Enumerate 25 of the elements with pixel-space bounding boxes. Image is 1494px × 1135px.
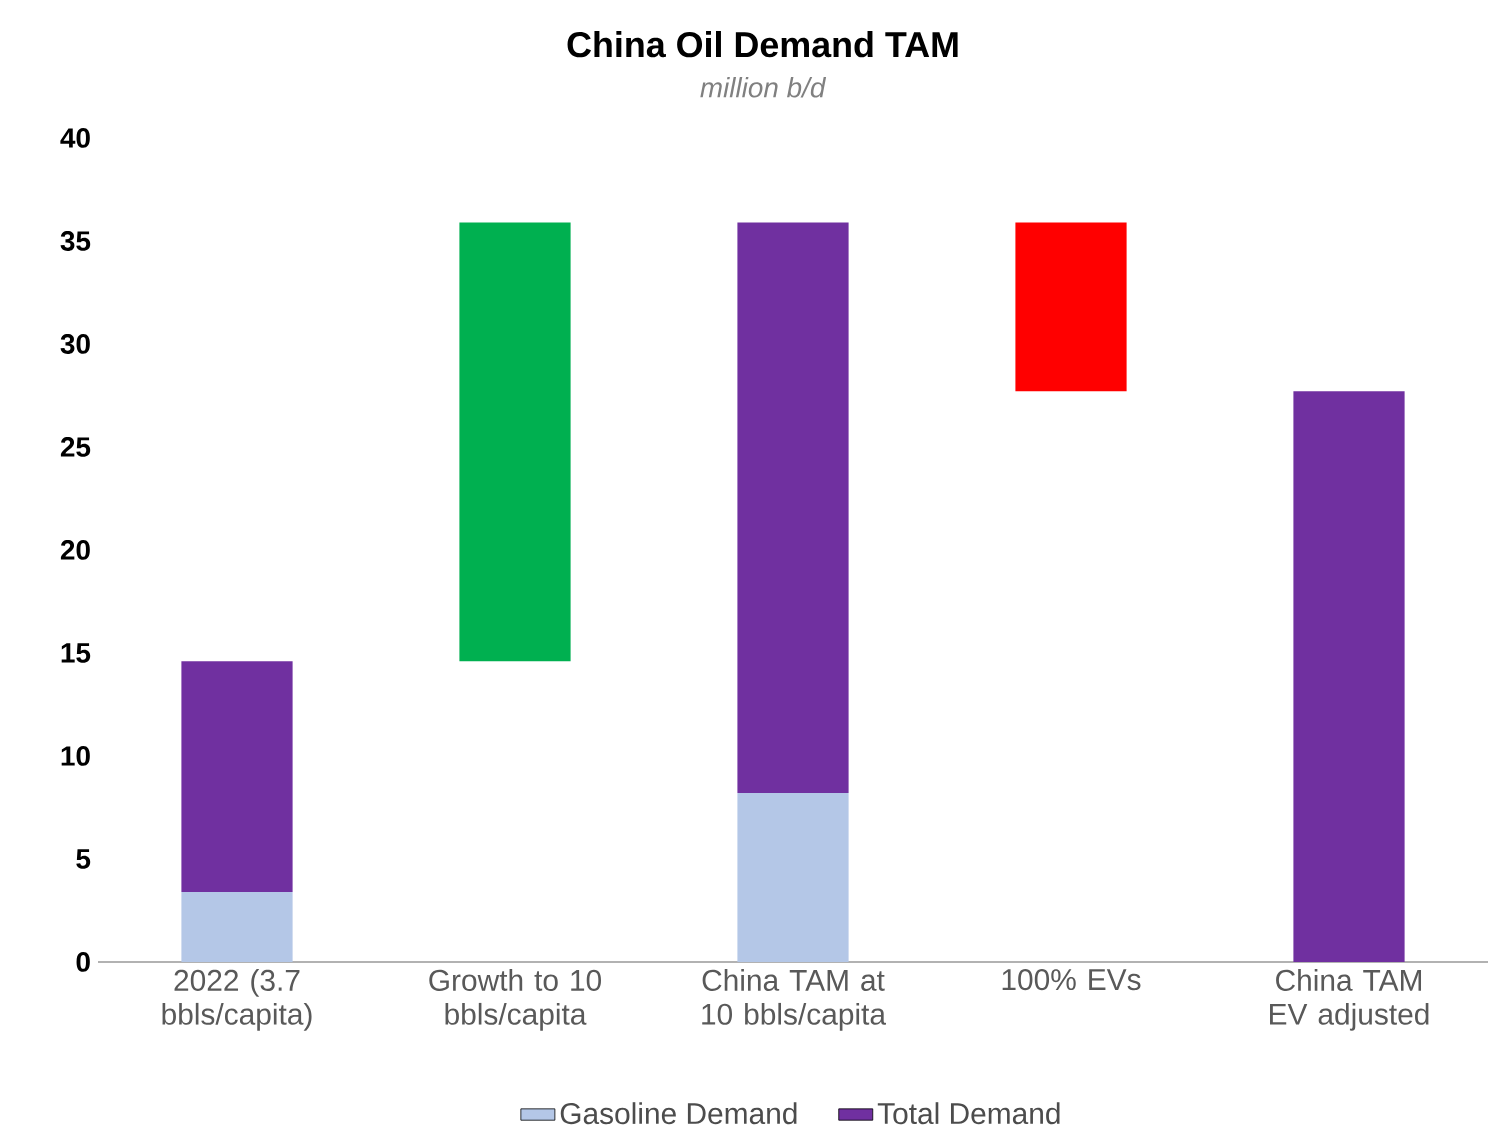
bar — [181, 661, 293, 893]
bar — [181, 892, 293, 963]
chart-subtitle: million b/d — [700, 77, 827, 98]
x-tick-label: 100% EVs — [1002, 969, 1141, 991]
chart-title: China Oil Demand TAM — [567, 31, 958, 58]
y-tick-label: 40 — [60, 128, 90, 148]
y-tick-label: 25 — [60, 437, 91, 457]
bar — [737, 222, 849, 794]
y-tick-label: 15 — [61, 643, 91, 663]
x-tick-label: China TAM EV adjusted — [1270, 969, 1429, 1031]
x-tick-label: Growth to 10 bbls/capita — [429, 969, 602, 1031]
y-tick-label: 10 — [61, 746, 90, 766]
x-tick-label: China TAM at 10 bbls/capita — [702, 969, 887, 1031]
legend-label: Total Demand — [877, 1102, 1060, 1125]
y-tick-label: 35 — [60, 231, 91, 251]
bar — [1015, 222, 1127, 392]
y-tick-label: 30 — [60, 334, 90, 354]
bar — [737, 793, 849, 963]
y-tick-label: 5 — [76, 849, 91, 869]
y-tick-label: 20 — [60, 540, 90, 560]
legend-label: Gasoline Demand — [560, 1102, 797, 1125]
bar — [1293, 391, 1405, 963]
y-tick-label: 0 — [76, 952, 90, 972]
bar — [459, 222, 571, 662]
x-tick-label: 2022 (3.7 bbls/capita) — [162, 969, 312, 1031]
